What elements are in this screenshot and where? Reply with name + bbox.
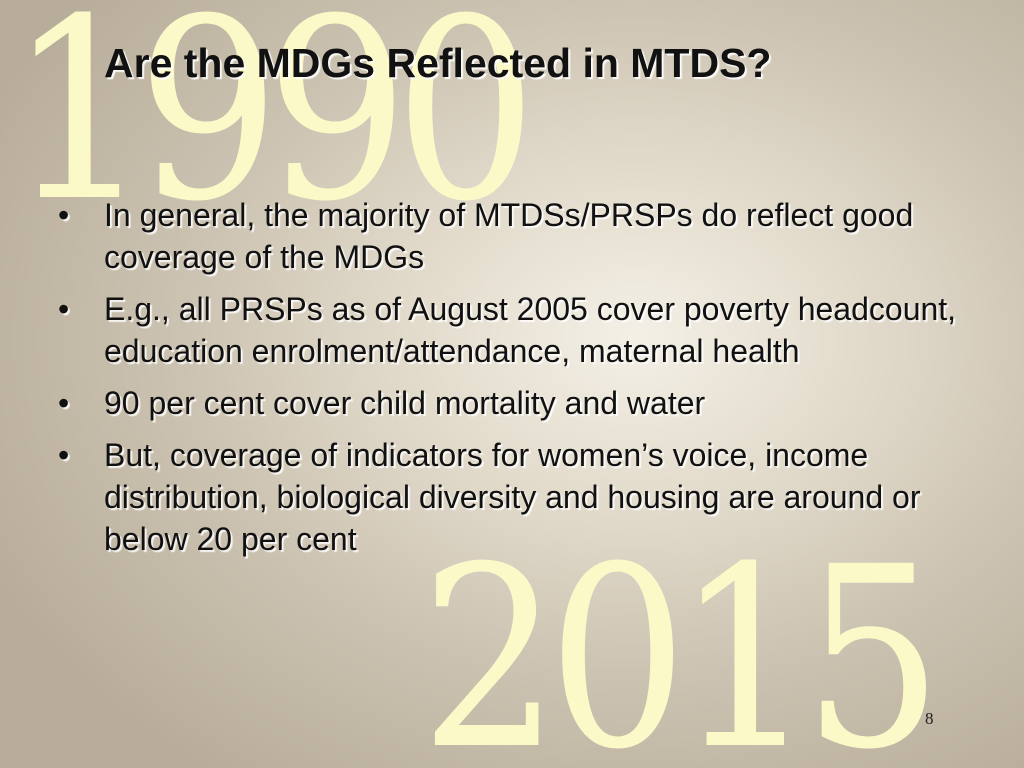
year-2015-watermark: 2015 [420,513,943,768]
bullet-list: • In general, the majority of MTDSs/PRSP… [58,194,978,570]
year-1990-watermark: 1990 [8,0,537,256]
bullet-item: • But, coverage of indicators for women’… [58,434,978,560]
bullet-item: • E.g., all PRSPs as of August 2005 cove… [58,288,978,372]
slide-title: Are the MDGs Reflected in MTDS? [104,40,772,86]
bullet-text: In general, the majority of MTDSs/PRSPs … [104,197,914,275]
bullet-dot-icon: • [58,291,70,327]
bullet-text: But, coverage of indicators for women’s … [104,437,921,557]
bullet-text: 90 per cent cover child mortality and wa… [104,385,706,421]
bullet-dot-icon: • [58,197,70,233]
bullet-dot-icon: • [58,437,70,473]
bullet-dot-icon: • [58,385,70,421]
bullet-item: • 90 per cent cover child mortality and … [58,382,978,424]
bullet-item: • In general, the majority of MTDSs/PRSP… [58,194,978,278]
page-number: 8 [925,709,934,728]
bullet-text: E.g., all PRSPs as of August 2005 cover … [104,291,957,369]
